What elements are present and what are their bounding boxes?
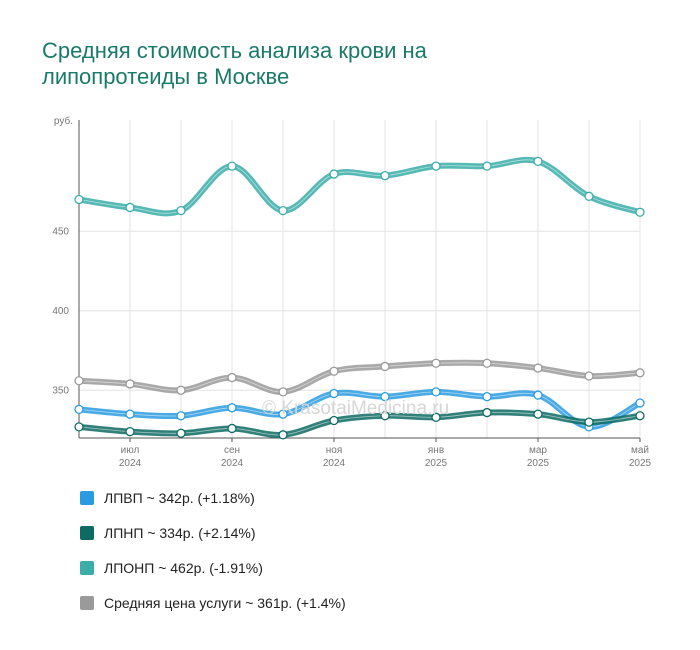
x-tick-label-month: июл: [121, 445, 140, 456]
legend-swatch-average: [80, 596, 94, 610]
data-point-1: [380, 361, 390, 372]
data-point-1: [125, 379, 135, 389]
data-point-2: [278, 409, 288, 419]
data-point-0: [227, 161, 237, 171]
x-tick-label-year: 2025: [527, 458, 550, 469]
data-point-2: [74, 404, 84, 415]
data-point-3: [329, 415, 339, 426]
data-point-1: [176, 385, 186, 395]
x-tick-label-year: 2025: [425, 458, 448, 469]
y-unit-label: руб.: [54, 115, 73, 127]
data-point-1: [584, 371, 594, 381]
data-point-2: [329, 388, 339, 399]
data-point-3: [176, 428, 186, 438]
legend-swatch-lpnp: [80, 526, 94, 540]
data-point-0: [482, 161, 492, 171]
data-point-2: [635, 398, 645, 408]
data-point-3: [227, 423, 237, 434]
x-tick-label-month: мар: [529, 445, 547, 456]
data-point-0: [74, 194, 84, 205]
data-point-2: [482, 392, 492, 402]
x-tick-label-year: 2024: [221, 458, 244, 469]
data-point-2: [125, 409, 135, 419]
data-point-3: [584, 417, 594, 427]
x-tick-label-year: 2025: [629, 458, 652, 469]
data-point-3: [125, 426, 135, 437]
chart-title: Средняя стоимость анализа крови на липоп…: [42, 38, 642, 90]
y-tick-label: 450: [52, 226, 69, 237]
data-point-1: [635, 368, 645, 378]
data-point-2: [380, 392, 390, 402]
legend-label-lponp: ЛПОНП ~ 462р. (-1.91%): [104, 560, 263, 576]
data-point-0: [176, 205, 186, 216]
x-tick-label-month: май: [631, 445, 649, 456]
y-tick-label: 400: [52, 306, 69, 317]
data-point-0: [635, 207, 645, 217]
data-point-2: [431, 387, 441, 397]
data-point-2: [533, 390, 543, 400]
data-point-2: [176, 411, 186, 421]
x-tick-label-month: ноя: [326, 445, 343, 456]
data-point-1: [482, 358, 492, 368]
series-line-1: [76, 359, 643, 395]
data-point-3: [431, 412, 441, 422]
data-point-0: [380, 170, 390, 181]
data-point-0: [329, 169, 339, 179]
x-tick-label-month: сен: [224, 445, 240, 456]
data-point-3: [482, 407, 492, 418]
data-point-3: [380, 411, 390, 421]
data-point-1: [227, 372, 237, 383]
x-tick-label-month: янв: [428, 445, 444, 456]
data-point-1: [278, 387, 288, 397]
data-point-0: [431, 161, 441, 171]
x-tick-label-year: 2024: [323, 458, 346, 469]
data-point-3: [74, 422, 84, 432]
series-line-0: [76, 156, 643, 217]
data-point-1: [329, 366, 339, 376]
data-point-2: [227, 403, 237, 413]
legend-label-average: Средняя цена услуги ~ 361р. (+1.4%): [104, 595, 346, 611]
data-point-1: [533, 363, 543, 373]
chart-title-line-2: липопротеиды в Москве: [42, 64, 290, 89]
data-point-0: [533, 156, 543, 166]
legend-swatch-lpvp: [80, 491, 94, 505]
data-point-1: [431, 358, 441, 368]
data-point-0: [125, 202, 135, 213]
data-point-3: [635, 411, 645, 421]
data-point-0: [584, 191, 594, 201]
data-point-3: [533, 409, 543, 419]
y-tick-label: 350: [52, 385, 69, 396]
legend-swatch-lponp: [80, 561, 94, 575]
chart-title-line-1: Средняя стоимость анализа крови на: [42, 38, 427, 63]
data-point-0: [278, 205, 288, 216]
x-tick-label-year: 2024: [119, 458, 142, 469]
data-point-3: [278, 430, 288, 440]
watermark: © KrasotaiMedicina.ru: [262, 398, 450, 419]
data-point-1: [74, 376, 84, 386]
line-chart: 350 400 450 руб. июл 2024 сен 2024 ноя 2024 янв 202…: [52, 115, 652, 469]
legend-label-lpvp: ЛПВП ~ 342р. (+1.18%): [104, 490, 255, 506]
legend-label-lpnp: ЛПНП ~ 334р. (+2.14%): [104, 525, 256, 541]
